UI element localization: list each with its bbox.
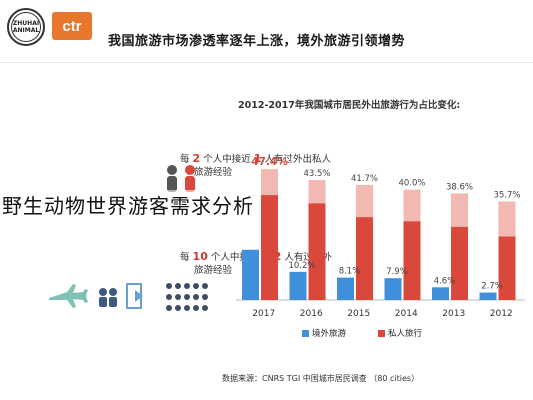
- people-grid-icon: [166, 283, 208, 311]
- data-label-private: 47.4%: [251, 156, 288, 168]
- bar-private-lower: [451, 226, 468, 300]
- bar-outbound: [432, 287, 449, 300]
- chart-legend: 境外旅游 私人旅行: [302, 327, 422, 339]
- legend-swatch: [378, 329, 386, 337]
- x-tick-label: 2017: [252, 309, 275, 319]
- data-label-outbound: 2.7%: [481, 282, 503, 292]
- data-label-outbound: 4.6%: [434, 276, 456, 286]
- bar-private-lower: [498, 236, 516, 300]
- stat-prefix: 每: [180, 252, 190, 263]
- stat-private-travel: 每 2 个人中接近 1 人有过外出私人 旅游经验: [180, 152, 331, 179]
- people-group-icon: [167, 165, 195, 192]
- x-tick-label: 2016: [300, 309, 323, 319]
- data-label-outbound: 10.2%: [288, 261, 315, 271]
- data-label-private: 35.7%: [493, 190, 520, 200]
- x-tick-label: 2015: [347, 309, 370, 319]
- bar-outbound: [242, 249, 259, 300]
- bar-private-lower: [403, 221, 421, 300]
- logo-text: ZHUHAI ANIMAL: [12, 20, 40, 34]
- stat-suffix: 人有过外出私人: [264, 154, 331, 165]
- x-tick-label: 2014: [395, 309, 418, 319]
- data-source: 数据来源：CNRS TGI 中国城市居民调查 （80 cities）: [222, 374, 420, 383]
- data-label-private: 40.0%: [398, 179, 425, 189]
- legend-swatch: [302, 329, 309, 337]
- stat-line2: 旅游经验: [194, 167, 233, 178]
- data-label-outbound: 8.1%: [339, 267, 361, 277]
- data-label-private: 38.6%: [446, 182, 473, 192]
- stat-number: 1: [253, 152, 262, 165]
- stat-suffix: 人有过境外: [284, 252, 332, 263]
- header: ZHUHAI ANIMAL ctr 我国旅游市场渗透率逐年上涨，境外旅游引领增势: [0, 0, 533, 63]
- bar-private-lower: [308, 203, 326, 300]
- chart-title: 2012-2017年我国城市居民外出旅游行为占比变化:: [238, 100, 461, 111]
- legend-label: 境外旅游: [312, 329, 347, 339]
- stat-number: 10: [192, 250, 208, 263]
- stat-prefix: 每: [180, 154, 190, 165]
- data-label-private: 41.7%: [351, 174, 378, 184]
- page-title: 我国旅游市场渗透率逐年上涨，境外旅游引领增势: [108, 34, 406, 49]
- data-label-private: 43.5%: [303, 169, 330, 179]
- bar-private-lower: [356, 217, 373, 300]
- data-label-outbound: 7.9%: [386, 267, 408, 277]
- stat-line2: 旅游经验: [194, 265, 233, 276]
- zoo-logo-icon: ZHUHAI ANIMAL: [7, 8, 45, 46]
- legend-label: 私人旅行: [388, 329, 423, 339]
- stat-mid: 个人中接近: [210, 252, 259, 263]
- ctr-logo-icon: ctr: [52, 12, 92, 40]
- stat-mid: 个人中接近: [203, 154, 251, 165]
- x-tick-label: 2013: [442, 309, 465, 319]
- legend-item-outbound: 境外旅游: [302, 327, 346, 339]
- x-tick-label: 2012: [490, 309, 513, 319]
- travel-illustration-icon: [49, 283, 208, 311]
- watermark-caption: 野生动物世界游客需求分析: [0, 190, 256, 219]
- bar-private-lower: [261, 195, 278, 300]
- bar-outbound: [337, 277, 354, 300]
- bar-outbound: [479, 292, 497, 300]
- bar-outbound: [289, 271, 307, 300]
- legend-item-private: 私人旅行: [378, 327, 422, 339]
- bar-outbound: [384, 278, 402, 300]
- stat-number: 2: [192, 152, 201, 165]
